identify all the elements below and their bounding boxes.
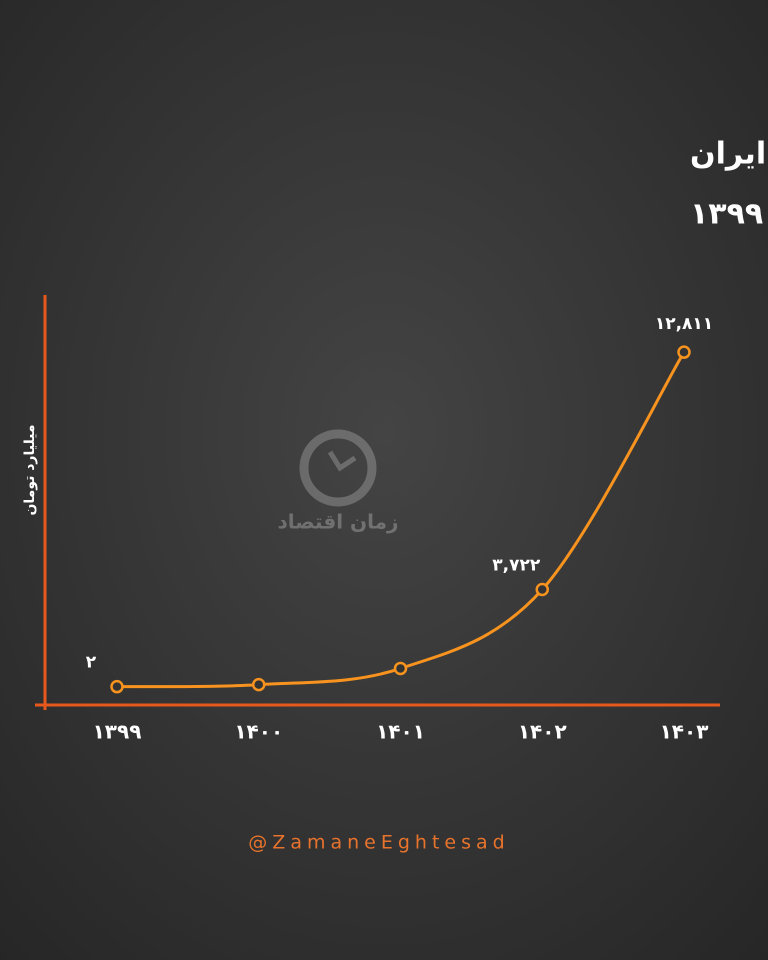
watermark-logo bbox=[299, 429, 377, 507]
watermark: زمان اقتصاد bbox=[277, 429, 399, 534]
value-label: ۲ bbox=[86, 653, 97, 673]
point bbox=[677, 345, 691, 359]
chart-title: حجم بازار تامین مالی جمعی در ایران bbox=[690, 137, 768, 172]
x-tick-label: ۱۳۹۹ bbox=[93, 720, 142, 744]
x-tick-label: ۱۴۰۰ bbox=[234, 720, 283, 744]
point bbox=[535, 582, 549, 597]
x-tick-label: ۱۴۰۳ bbox=[660, 720, 709, 744]
chart-subtitle: طی سال‌های ۱۴۰۳ - ۱۳۹۹ bbox=[690, 197, 768, 232]
value-label: ۳,۷۲۲ bbox=[492, 556, 541, 576]
footer-handle: @ZamaneEghtesad bbox=[248, 832, 509, 854]
x-tick-label: ۱۴۰۱ bbox=[376, 720, 425, 744]
watermark-text: زمان اقتصاد bbox=[277, 510, 398, 534]
x-tick-label: ۱۴۰۲ bbox=[518, 720, 567, 744]
point bbox=[110, 679, 124, 694]
y-axis-label: میلیارد تومان bbox=[22, 424, 38, 515]
line bbox=[116, 351, 686, 689]
point bbox=[252, 677, 266, 692]
point bbox=[393, 661, 408, 676]
value-label: ۱۲,۸۱۱ bbox=[655, 314, 713, 334]
watermark-clock bbox=[327, 450, 357, 472]
